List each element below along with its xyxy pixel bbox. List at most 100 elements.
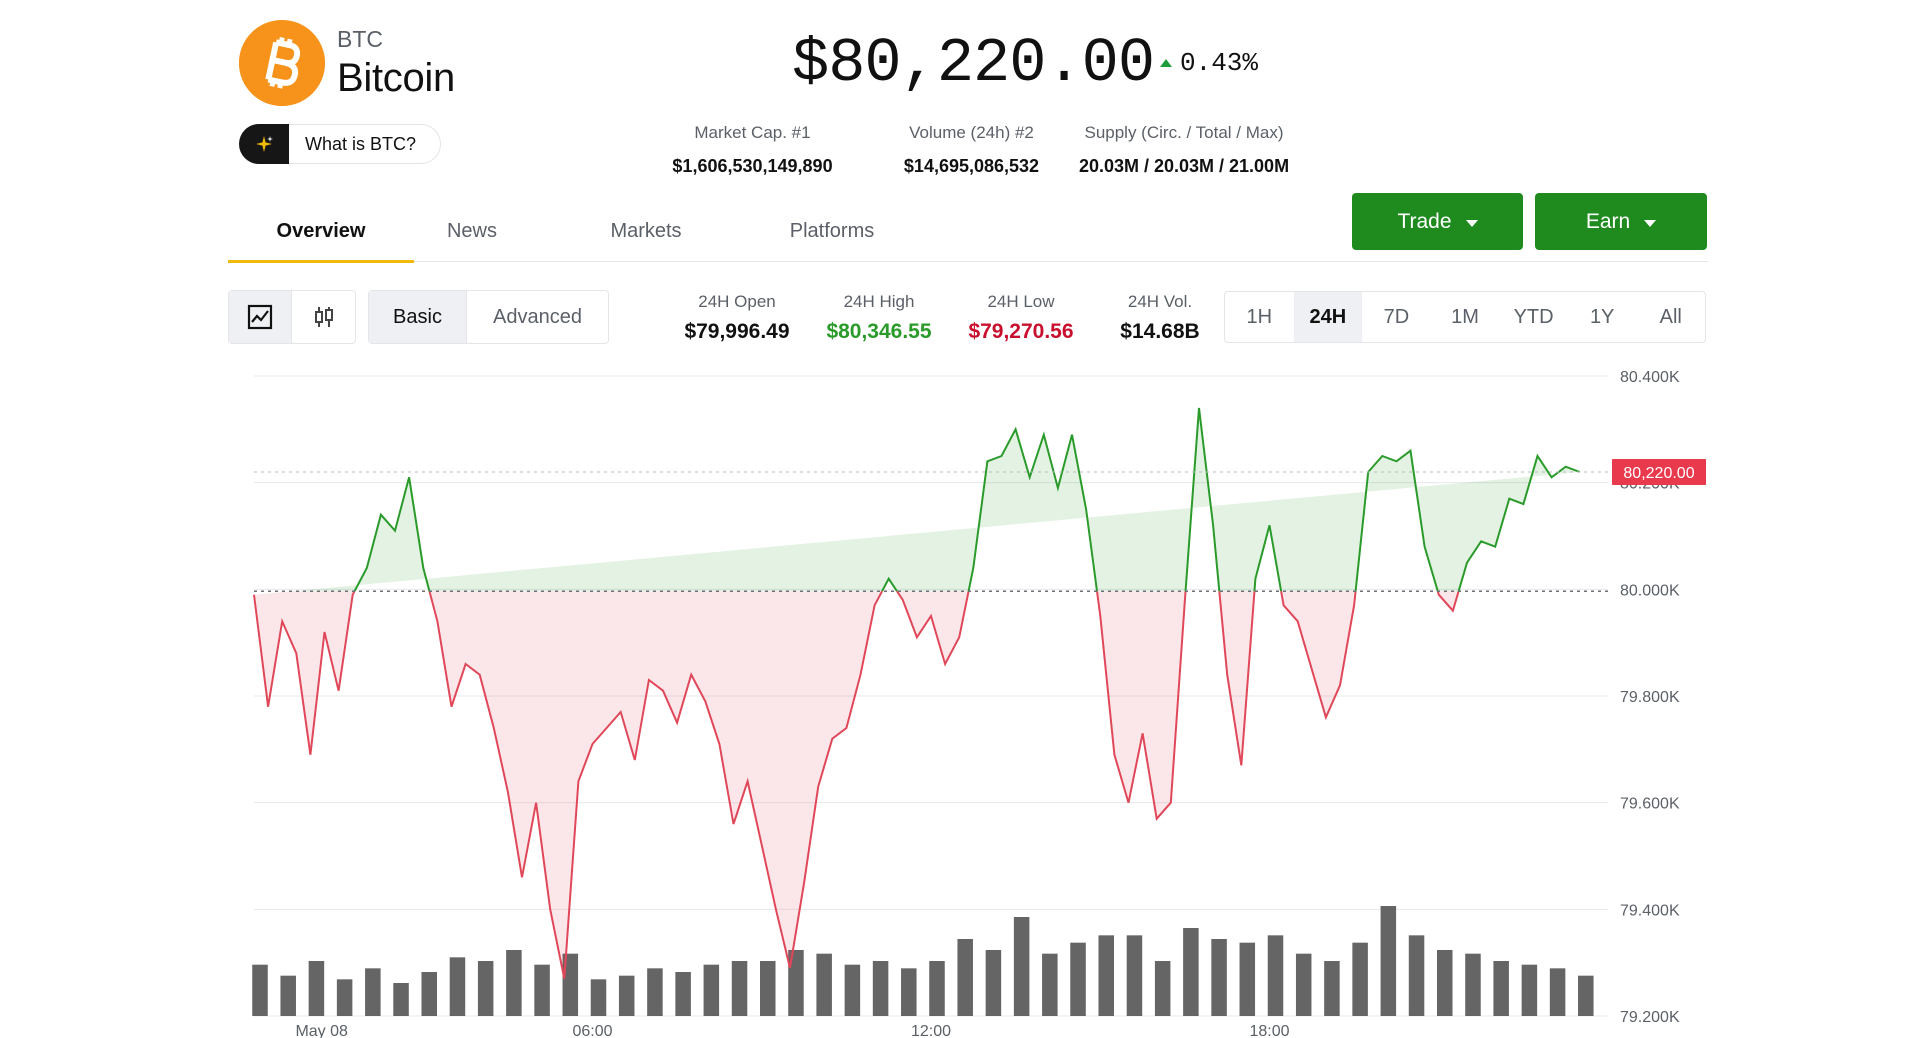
sparkle-icon [239,124,289,164]
what-is-btc-button[interactable]: What is BTC? [239,124,441,164]
volume-bar [1267,935,1284,1016]
high-label: 24H High [843,292,915,311]
volume-bar [1465,953,1481,1016]
price-line-down [253,591,1460,979]
volume-bar [1070,942,1086,1016]
low-value: $79,270.56 [968,320,1074,343]
chart-type-toggle [228,290,356,344]
chart-mode-toggle: Basic Advanced [368,290,609,344]
volume-bar [336,979,353,1016]
time-range-selector: 1H 24H 7D 1M YTD 1Y All [1224,291,1706,343]
range-all[interactable]: All [1659,305,1682,328]
current-price: $80,220.00 [792,28,1155,99]
volume-bar [1211,939,1227,1016]
open-label: 24H Open [698,292,776,311]
volume-stat: Volume (24h) #2 $14,695,086,532 [884,123,1059,177]
volume-bar [1042,953,1058,1016]
range-1y[interactable]: 1Y [1589,305,1615,328]
volume-bar [1154,961,1171,1016]
volume-bar [1408,935,1425,1016]
volume-bar [731,961,748,1016]
volume-bar [477,961,494,1016]
current-price-tag-label: 80,220.00 [1623,465,1694,482]
volume-bar [1013,917,1030,1016]
range-7d[interactable]: 7D [1383,305,1410,328]
volume-bar [647,968,663,1016]
y-tick-label: 79.200K [1620,1009,1680,1026]
volume-24h-stat: 24H Vol. $14.68B [1100,292,1220,344]
tab-platforms[interactable]: Platforms [789,220,875,242]
price-line-up [353,407,1581,592]
volume-bar [506,950,522,1016]
y-tick-label: 79.600K [1620,796,1680,813]
open-value: $79,996.49 [684,320,790,343]
market-cap-stat: Market Cap. #1 $1,606,530,149,890 [660,123,845,177]
volume-bar [1324,961,1340,1016]
tab-overview[interactable]: Overview [228,210,414,263]
volume-bar [421,972,438,1016]
range-24h[interactable]: 24H [1293,292,1363,342]
volume-bar [1183,928,1199,1016]
supply-value: 20.03M / 20.03M / 21.00M [1078,156,1290,176]
volume-bar [703,964,720,1016]
section-tabs: Overview News Markets Platforms [228,210,1708,263]
low-label: 24H Low [987,292,1055,311]
line-chart-button[interactable] [229,291,292,343]
volume-bar [252,964,268,1016]
volume-bar [449,957,466,1016]
volume-bar [1521,964,1538,1016]
volume-bar [1239,942,1256,1016]
price-change-value: 0.43% [1180,48,1259,78]
what-is-btc-label: What is BTC? [305,133,417,154]
volume-bar [1098,935,1115,1016]
mode-basic[interactable]: Basic [369,291,467,343]
area-below-open [254,591,1459,979]
volume-bar [280,975,296,1016]
volume-bar [393,983,409,1016]
caret-down-icon [1465,219,1478,227]
volume-bar [562,953,579,1016]
volume-bar [308,961,325,1016]
coin-symbol: BTC [337,26,383,52]
volume-bar [788,950,804,1016]
tab-markets[interactable]: Markets [610,220,682,242]
coin-name: Bitcoin [337,56,455,100]
volume-bar [985,950,1002,1016]
y-tick-label: 79.800K [1620,689,1680,706]
candlestick-icon [314,307,333,327]
area-above-open [291,408,1580,592]
volume-bar [365,968,381,1016]
range-1m[interactable]: 1M [1451,305,1479,328]
y-tick-label: 80.000K [1620,582,1680,599]
candlestick-button[interactable] [292,291,355,343]
high-value: $80,346.55 [826,320,932,343]
line-chart-icon [247,304,273,330]
volume-label: Volume (24h) #2 [909,123,1034,142]
volume-bar [1436,950,1453,1016]
volume-bar [844,964,861,1016]
volume-bar [957,939,973,1016]
x-tick-label: May 08 [295,1023,348,1038]
market-cap-value: $1,606,530,149,890 [672,156,833,176]
volume-bar [1578,975,1594,1016]
volume-bar [872,961,889,1016]
range-1h[interactable]: 1H [1246,305,1273,328]
range-ytd[interactable]: YTD [1513,305,1554,328]
mode-advanced[interactable]: Advanced [493,305,582,328]
volume-24h-value: $14.68B [1120,320,1200,343]
volume-value: $14,695,086,532 [903,156,1040,176]
open-stat: 24H Open $79,996.49 [667,292,807,344]
y-tick-label: 79.400K [1620,902,1680,919]
supply-label: Supply (Circ. / Total / Max) [1084,123,1284,142]
up-arrow-icon [1160,59,1172,67]
volume-bar [901,968,917,1016]
trade-button[interactable]: Trade [1352,193,1523,250]
volume-bar [618,975,635,1016]
x-tick-label: 12:00 [911,1023,951,1038]
earn-button[interactable]: Earn [1535,193,1707,250]
volume-bar [590,979,607,1016]
volume-bar [816,953,832,1016]
volume-bar [929,961,945,1016]
caret-down-icon [1644,219,1657,227]
tab-news[interactable]: News [446,220,497,242]
